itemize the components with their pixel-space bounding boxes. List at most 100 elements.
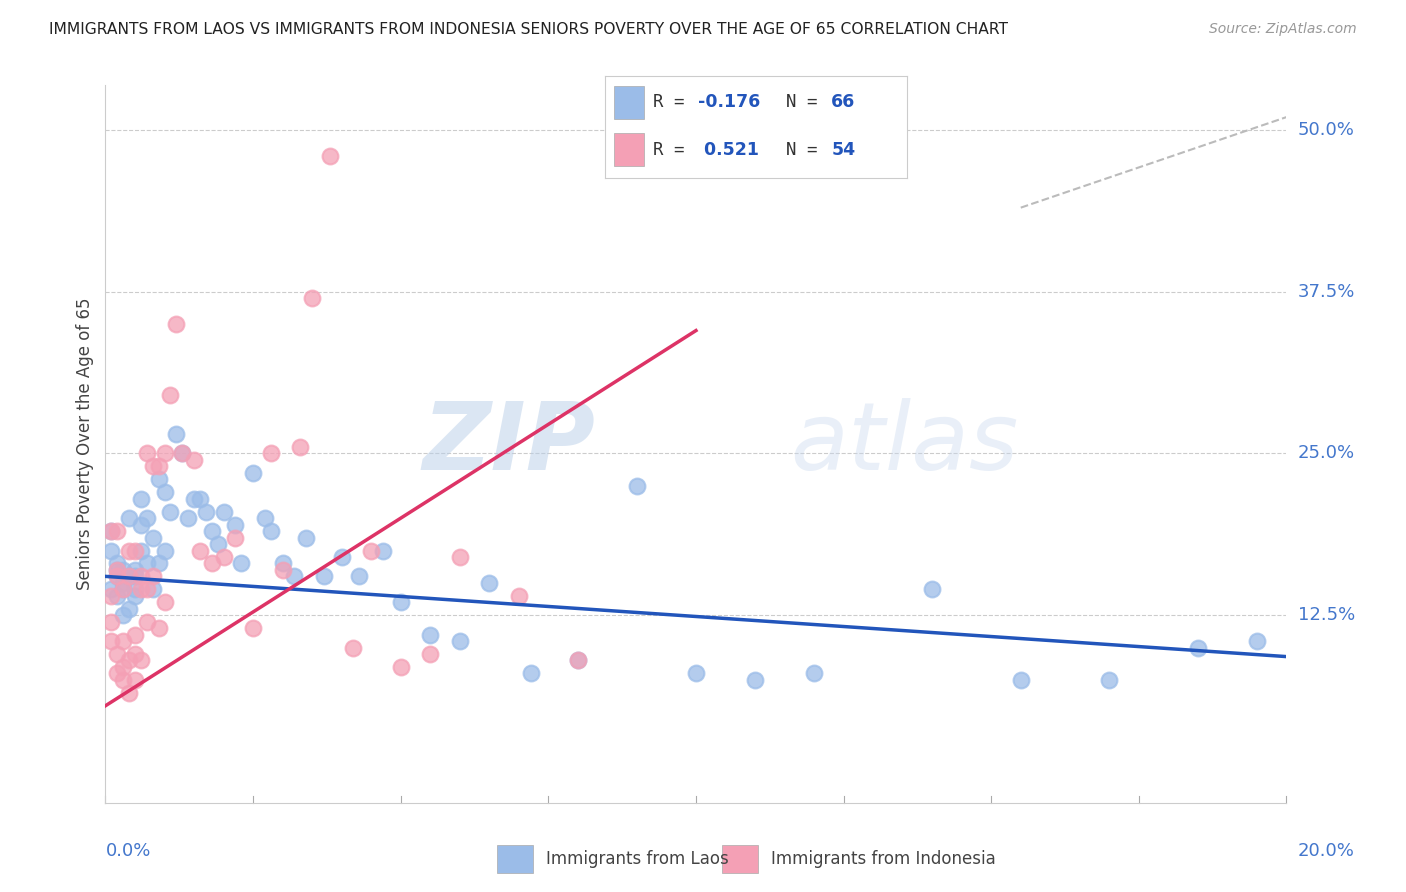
- Text: ZIP: ZIP: [423, 398, 596, 490]
- Text: 54: 54: [831, 141, 855, 159]
- Point: [201, 524, 224, 538]
- Point: [508, 589, 530, 603]
- Point: [135, 446, 157, 460]
- Point: [135, 582, 157, 597]
- Point: [159, 505, 181, 519]
- Point: [153, 485, 176, 500]
- Bar: [613, 87, 644, 119]
- Point: [129, 653, 152, 667]
- Point: [153, 543, 176, 558]
- Point: [124, 627, 146, 641]
- Point: [129, 491, 152, 506]
- Text: 0.0%: 0.0%: [105, 842, 150, 860]
- Point: [360, 543, 382, 558]
- Point: [283, 569, 305, 583]
- Point: [1187, 640, 1209, 655]
- Point: [100, 589, 122, 603]
- Point: [231, 557, 253, 571]
- Point: [371, 543, 394, 558]
- Point: [201, 557, 224, 571]
- Point: [153, 446, 176, 460]
- Point: [112, 608, 135, 623]
- Point: [100, 524, 122, 538]
- Point: [242, 621, 264, 635]
- Point: [519, 666, 541, 681]
- Point: [260, 524, 283, 538]
- Text: -0.176: -0.176: [699, 94, 761, 112]
- Point: [100, 543, 122, 558]
- Point: [124, 589, 146, 603]
- Point: [153, 595, 176, 609]
- Point: [685, 666, 707, 681]
- Point: [118, 543, 141, 558]
- Point: [118, 653, 141, 667]
- Point: [290, 440, 312, 454]
- Text: 50.0%: 50.0%: [1298, 121, 1354, 139]
- Point: [342, 640, 364, 655]
- Point: [105, 563, 128, 577]
- Point: [295, 531, 318, 545]
- Point: [744, 673, 766, 687]
- Point: [330, 549, 353, 564]
- Point: [271, 557, 294, 571]
- Point: [148, 557, 170, 571]
- Point: [212, 505, 235, 519]
- Point: [105, 557, 128, 571]
- Point: [135, 511, 157, 525]
- Text: R =: R =: [652, 141, 695, 159]
- Point: [159, 388, 181, 402]
- Point: [177, 511, 200, 525]
- Text: 37.5%: 37.5%: [1298, 283, 1355, 301]
- Point: [142, 531, 165, 545]
- Point: [301, 291, 323, 305]
- Point: [165, 317, 187, 331]
- Point: [112, 563, 135, 577]
- Bar: [721, 845, 758, 872]
- Text: atlas: atlas: [790, 398, 1019, 490]
- Point: [319, 149, 342, 163]
- Text: IMMIGRANTS FROM LAOS VS IMMIGRANTS FROM INDONESIA SENIORS POVERTY OVER THE AGE O: IMMIGRANTS FROM LAOS VS IMMIGRANTS FROM …: [49, 22, 1008, 37]
- Text: 66: 66: [831, 94, 855, 112]
- Point: [142, 569, 165, 583]
- Point: [148, 472, 170, 486]
- Point: [389, 660, 412, 674]
- Point: [100, 615, 122, 629]
- Text: N =: N =: [786, 141, 828, 159]
- Point: [626, 479, 648, 493]
- Point: [100, 582, 122, 597]
- Text: 25.0%: 25.0%: [1298, 444, 1355, 462]
- Point: [260, 446, 283, 460]
- Point: [194, 505, 217, 519]
- Point: [349, 569, 371, 583]
- Text: 12.5%: 12.5%: [1298, 607, 1355, 624]
- Point: [129, 569, 152, 583]
- Bar: [496, 845, 533, 872]
- Point: [124, 673, 146, 687]
- Point: [118, 511, 141, 525]
- Point: [271, 563, 294, 577]
- Point: [112, 634, 135, 648]
- Point: [124, 647, 146, 661]
- Point: [105, 589, 128, 603]
- Point: [105, 563, 128, 577]
- Point: [105, 666, 128, 681]
- Point: [112, 673, 135, 687]
- Point: [478, 575, 501, 590]
- Point: [921, 582, 943, 597]
- Point: [129, 582, 152, 597]
- Point: [112, 660, 135, 674]
- Point: [118, 569, 141, 583]
- Point: [124, 543, 146, 558]
- Point: [1246, 634, 1268, 648]
- Point: [803, 666, 825, 681]
- Text: N =: N =: [786, 94, 828, 112]
- Point: [142, 582, 165, 597]
- Point: [112, 582, 135, 597]
- Text: Source: ZipAtlas.com: Source: ZipAtlas.com: [1209, 22, 1357, 37]
- Point: [124, 582, 146, 597]
- Point: [172, 446, 194, 460]
- Point: [242, 466, 264, 480]
- Point: [567, 653, 589, 667]
- Point: [118, 686, 141, 700]
- Point: [148, 621, 170, 635]
